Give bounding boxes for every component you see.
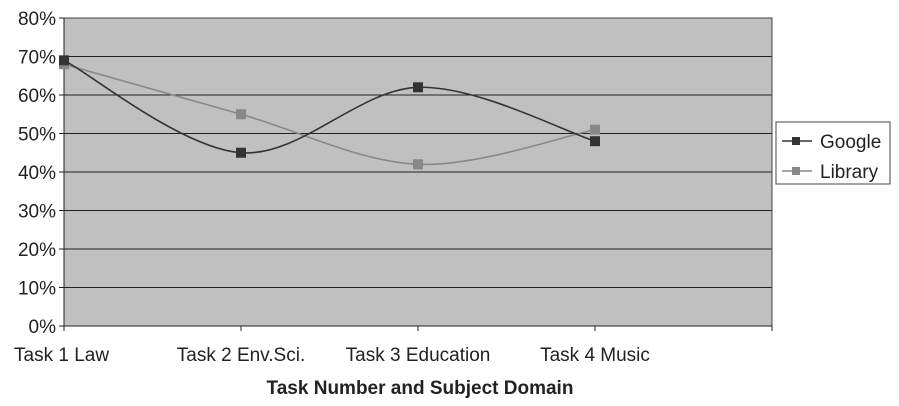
series-line-library [63,63,596,166]
gridlines [64,56,772,288]
data-point-google [236,147,246,158]
data-point-google [413,82,423,93]
legend-marker-library [792,167,800,175]
data-point-library [590,124,600,135]
y-tick-label: 50% [18,125,56,146]
y-tick-label: 10% [18,279,56,300]
data-point-library [413,159,423,170]
data-point-google [59,55,69,66]
legend: Google Library [775,121,891,185]
legend-marker-google [792,137,800,145]
y-tick-label: 70% [18,48,56,69]
series-layer [59,55,600,170]
legend-label-google: Google [820,132,881,153]
y-axis-tick-labels: 0% 10% 20% 30% 40% 50% 60% 70% 80% [18,9,56,338]
axes [59,17,773,331]
x-tick-label: Task 1 Law [14,345,109,366]
y-tick-label: 40% [18,163,56,184]
data-point-google [590,136,600,147]
y-tick-label: 20% [18,240,56,261]
legend-label-library: Library [820,162,879,183]
y-tick-label: 80% [18,9,56,30]
legend-entries: Google Library [782,132,881,183]
y-tick-label: 60% [18,86,56,107]
x-axis-tick-labels: Task 1 Law Task 2 Env.Sci. Task 3 Educatio… [14,345,650,366]
y-tick-label: 30% [18,202,56,223]
series-line-google [63,59,596,154]
data-point-library [236,109,246,120]
x-tick-label: Task 3 Education [346,345,491,366]
series-google [59,55,600,158]
x-tick-label: Task 2 Env.Sci. [177,345,305,366]
x-axis-title: Task Number and Subject Domain [267,378,574,399]
y-tick-label: 0% [29,317,57,338]
x-tick-label: Task 4 Music [540,345,650,366]
